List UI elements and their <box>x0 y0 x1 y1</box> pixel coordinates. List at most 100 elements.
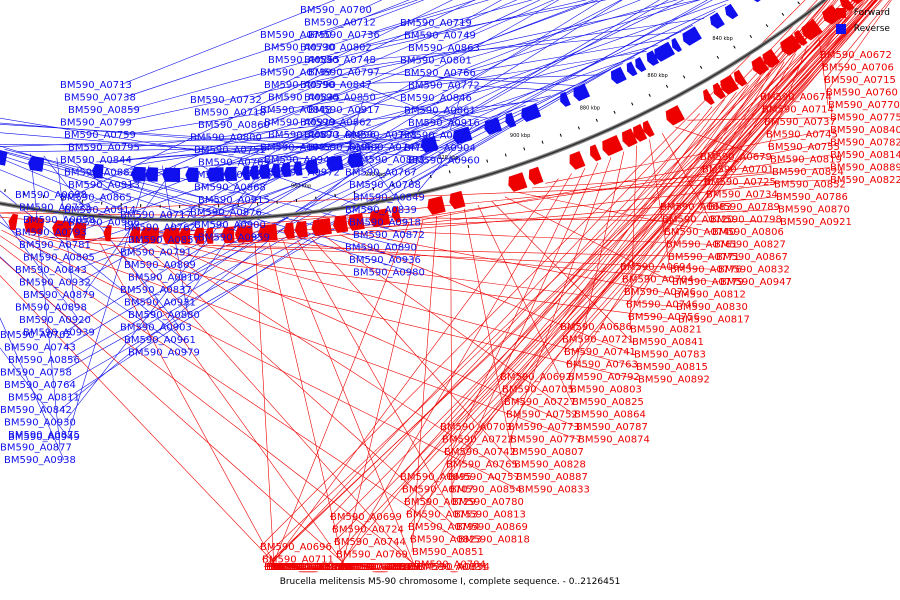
forward-gene-label: BM590_A0889 <box>830 163 900 174</box>
forward-gene-label: BM590_A0711 <box>262 555 334 566</box>
forward-gene-label: BM590_A0692 <box>500 372 572 383</box>
forward-gene-feature <box>72 222 87 240</box>
forward-connector <box>823 0 891 81</box>
forward-connector <box>619 0 839 268</box>
reverse-connector <box>467 85 563 92</box>
forward-connector <box>99 242 277 568</box>
reverse-gene-feature <box>347 152 364 169</box>
reverse-connector <box>228 109 369 166</box>
forward-connector <box>545 129 831 184</box>
forward-connector <box>701 0 854 170</box>
forward-gene-feature <box>528 166 544 185</box>
reverse-gene-feature <box>682 26 702 46</box>
reverse-gene-label: BM590_A0712 <box>304 18 376 29</box>
forward-connector <box>439 0 824 428</box>
reverse-gene-label: BM590_A0903 <box>120 323 192 334</box>
forward-connector <box>531 171 773 189</box>
forward-gene-label: BM590_A0694 <box>620 262 692 273</box>
reverse-gene-feature <box>626 61 638 77</box>
reverse-gene-label: BM590_A0749 <box>404 31 476 42</box>
forward-gene-label: BM590_A0823 <box>410 535 482 546</box>
forward-connector <box>283 241 415 565</box>
forward-gene-label: BM590_A0780 <box>452 497 524 508</box>
reverse-gene-label: BM590_A0702 <box>0 330 72 341</box>
forward-gene-label: BM590_A0761 <box>666 240 738 251</box>
forward-gene-label: BM590_A0784 <box>414 560 486 571</box>
forward-connector <box>0 179 831 214</box>
forward-gene-label: BM590_A0804 <box>340 562 412 573</box>
reverse-connector <box>359 84 464 127</box>
reverse-gene-feature <box>271 163 281 178</box>
reverse-gene-label: BM590_A0890 <box>345 243 417 254</box>
reverse-gene-label: BM590_A0743 <box>4 343 76 354</box>
forward-connector <box>156 245 517 478</box>
reverse-gene-label: BM590_A0730 <box>264 43 336 54</box>
forward-gene-label: BM590_A0726 <box>624 287 696 298</box>
reverse-gene-feature <box>724 3 739 20</box>
minor-tick <box>523 147 526 151</box>
forward-gene-label: BM590_A0777 <box>510 435 582 446</box>
forward-gene-label: BM590_A0782 <box>830 138 900 149</box>
forward-gene-label: BM590_A0819 <box>770 155 842 166</box>
forward-gene-label: BM590_A0724 <box>332 525 404 536</box>
forward-gene-label: BM590_A0755 <box>768 142 840 153</box>
kbp-tick-label: 880 kbp <box>580 106 600 112</box>
reverse-connector <box>43 155 181 328</box>
forward-gene-label: BM590_A0706 <box>822 63 894 74</box>
reverse-connector <box>367 72 576 86</box>
reverse-gene-feature <box>646 50 660 66</box>
reverse-connector <box>187 0 684 241</box>
forward-connector <box>271 221 410 568</box>
reverse-gene-label: BM590_A0868 <box>194 183 266 194</box>
reverse-connector <box>467 0 595 49</box>
forward-connector <box>765 0 881 135</box>
reverse-swatch <box>835 24 846 34</box>
kbp-tick-label: 920 kbp <box>438 155 458 161</box>
minor-tick <box>559 133 562 137</box>
label-connector-lines <box>0 0 892 568</box>
forward-connector <box>259 0 806 548</box>
forward-gene-label: BM590_A0833 <box>518 485 590 496</box>
forward-gene-feature <box>162 227 180 244</box>
forward-connector <box>341 219 424 568</box>
forward-connector <box>381 184 775 228</box>
reverse-gene-label: BM590_A0793 <box>15 228 87 239</box>
reverse-connector <box>327 97 489 119</box>
forward-gene-feature <box>294 221 308 238</box>
reverse-connector <box>67 113 501 398</box>
forward-gene-label: BM590_A0812 <box>674 290 746 301</box>
minor-tick <box>595 118 598 122</box>
kbp-tick-label: 940 kbp <box>365 172 385 178</box>
forward-connector <box>367 229 715 245</box>
forward-connector <box>477 204 573 403</box>
reverse-connector <box>119 0 700 123</box>
forward-gene-label: BM590_A0773 <box>508 422 580 433</box>
forward-connector <box>269 178 559 568</box>
forward-gene-feature <box>633 123 648 142</box>
legend-forward-label: Forward <box>853 8 890 18</box>
reverse-gene-label: BM590_A0936 <box>349 255 421 266</box>
forward-gene-feature <box>712 82 726 100</box>
forward-gene-label: BM590_A0832 <box>718 265 790 276</box>
reverse-connector <box>449 97 461 130</box>
forward-gene-label: BM590_A0822 <box>830 175 900 186</box>
forward-gene-feature <box>569 151 586 170</box>
reverse-gene-label: BM590_A0728 <box>345 130 417 141</box>
chromosome-backbone <box>0 0 828 223</box>
reverse-gene-label: BM590_A0698 <box>15 190 87 201</box>
forward-connector <box>254 243 275 568</box>
forward-gene-label: BM590_A0756 <box>628 312 700 323</box>
forward-gene-label: BM590_A0746 <box>626 300 698 311</box>
reverse-gene-label: BM590_A0762 <box>124 223 196 234</box>
reverse-gene-label: BM590_A0809 <box>124 260 196 271</box>
reverse-connector <box>319 109 374 149</box>
forward-connector <box>565 0 872 365</box>
reverse-gene-label: BM590_A0879 <box>23 290 95 301</box>
forward-gene-label: BM590_A0760 <box>826 88 898 99</box>
forward-connector <box>674 126 771 160</box>
minor-tick <box>781 12 785 16</box>
forward-gene-feature <box>311 218 332 236</box>
forward-gene-label: BM590_A0744 <box>334 537 406 548</box>
reverse-gene-label: BM590_A0917 <box>308 105 380 116</box>
forward-gene-label: BM590_A0727 <box>504 397 576 408</box>
